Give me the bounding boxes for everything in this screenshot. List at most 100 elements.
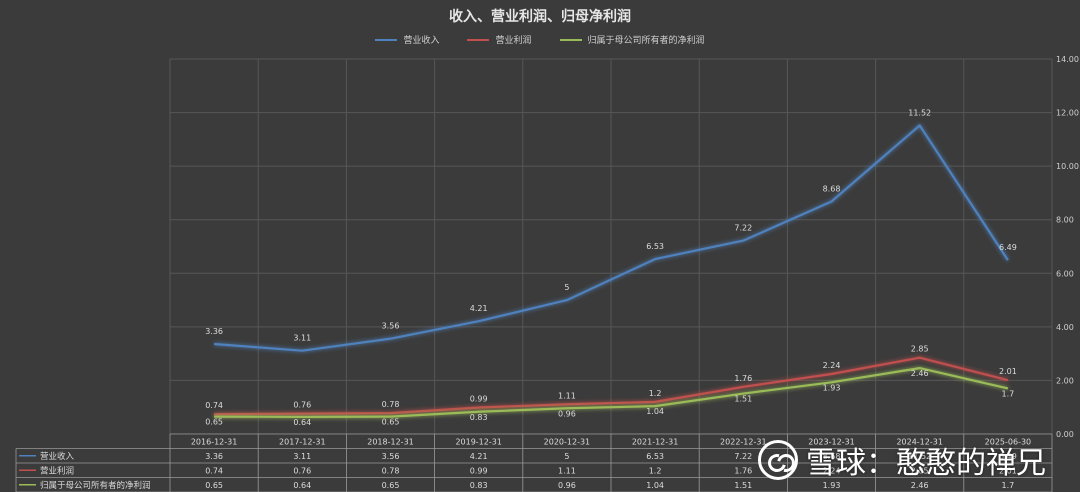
table-cell: 1.7 [1002,481,1015,490]
y-tick-label: 12.00 [1056,109,1079,118]
data-label: 2.85 [911,345,929,354]
data-label: 1.11 [558,391,576,400]
legend-swatch-revenue [375,38,398,41]
data-label: 5 [564,283,569,292]
watermark: 雪球：憨憨的禅兄 [758,438,1046,482]
data-label: 0.78 [382,400,400,409]
table-cell: 0.74 [205,467,223,476]
x-tick-label: 2024-12-31 [896,438,943,447]
data-label: 0.65 [382,418,400,427]
data-label: 0.64 [293,418,311,427]
table-cell: 5 [564,452,569,461]
x-tick-label: 2021-12-31 [632,438,679,447]
y-tick-label: 8.00 [1056,216,1074,225]
y-tick-label: 2.00 [1056,376,1074,385]
table-cell: 0.64 [293,481,311,490]
data-label: 1.51 [734,395,752,404]
data-label: 1.7 [1002,389,1015,398]
data-label: 8.68 [823,185,841,194]
data-label: 0.65 [205,418,223,427]
table-cell: 0.99 [470,467,488,476]
table-cell: 8.68 [823,452,841,461]
data-label: 1.04 [646,407,664,416]
table-series-name: 营业利润 [40,466,74,477]
table-cell: 1.93 [823,481,841,490]
legend-swatch-operating-profit [467,38,490,41]
data-label: 7.22 [734,224,752,233]
y-axis: 0.00 2.00 4.00 6.00 8.00 10.00 12.00 14.00 [1056,55,1079,439]
data-label: 0.83 [470,413,488,422]
data-label: 0.99 [470,394,488,403]
table-cell: 2.46 [911,481,929,490]
y-tick-label: 6.00 [1056,269,1074,278]
x-tick-label: 2017-12-31 [279,438,326,447]
y-tick-label: 14.00 [1056,55,1079,64]
series-2: 0.65 0.64 0.65 0.83 0.96 1.04 1.51 1.93 2.46 1.7 [205,367,1015,427]
legend-label-revenue: 营业收入 [403,36,440,46]
data-label: 3.56 [382,322,400,331]
data-label: 0.76 [293,401,311,410]
data-label: 1.2 [649,389,662,398]
x-tick-label: 2018-12-31 [367,438,414,447]
legend: 营业收入 营业利润 归属于母公司所有者的净利润 [0,33,1080,46]
data-label: 1.93 [823,383,841,392]
legend-item-net-profit: 归属于母公司所有者的净利润 [559,33,705,46]
data-label: 1.76 [734,374,752,383]
table-cell: 0.96 [558,481,576,490]
table-cell: 7.22 [734,452,752,461]
data-label: 2.01 [999,367,1017,376]
gridlines [169,58,1053,435]
data-label: 11.52 [908,108,931,117]
data-label: 6.49 [999,243,1017,252]
legend-item-operating-profit: 营业利润 [467,33,532,46]
table-cell: 3.56 [382,452,400,461]
legend-item-revenue: 营业收入 [375,33,439,46]
series-0: 3.36 3.11 3.56 4.21 5 6.53 7.22 8.68 11.52 6.49 [205,108,1017,352]
data-label: 4.21 [470,304,488,313]
y-tick-label: 10.00 [1056,162,1079,171]
data-label: 3.11 [293,334,311,343]
table-cell: 1.51 [734,481,752,490]
data-label: 0.74 [205,401,223,410]
y-tick-label: 0.00 [1056,430,1074,439]
table-series-name: 营业收入 [40,451,75,462]
table-cell: 0.65 [205,481,223,490]
series-line [214,124,1009,352]
x-tick-label: 2019-12-31 [455,438,502,447]
table-series-name: 归属于母公司所有者的净利润 [40,480,151,491]
data-label: 2.24 [823,361,841,370]
data-label: 0.96 [558,409,576,418]
x-tick-label: 2016-12-31 [191,438,238,447]
table-cell: 0.65 [382,481,400,490]
table-cell: 0.83 [470,481,488,490]
series-line [214,367,1009,418]
table-cell: 4.21 [470,452,488,461]
x-tick-label: 2022-12-31 [720,438,767,447]
table-cell: 6.53 [646,452,664,461]
table-cell: 3.11 [293,452,311,461]
table-cell: 3.36 [205,452,223,461]
x-tick-label: 2020-12-31 [544,438,591,447]
table-cell: 1.2 [649,467,662,476]
x-tick-label: 2023-12-31 [808,438,855,447]
series-line [214,356,1009,416]
table-cell: 1.76 [734,467,752,476]
table-cell: 2.85 [911,467,929,476]
legend-label-operating-profit: 营业利润 [495,36,532,46]
table-cell: 2.24 [823,467,841,476]
data-label: 6.53 [646,242,664,251]
table-cell: 0.78 [382,467,400,476]
table-cell: 0.76 [293,467,311,476]
data-label: 3.36 [205,327,223,336]
legend-label-net-profit: 归属于母公司所有者的净利润 [587,36,705,46]
table-cell: 6.49 [999,452,1017,461]
series-1: 0.74 0.76 0.78 0.99 1.11 1.2 1.76 2.24 2.85 2.01 [205,345,1017,416]
table-cell: 1.11 [558,467,576,476]
data-label: 2.46 [911,369,929,378]
x-tick-label: 2025-06-30 [985,438,1032,447]
table-cell: 1.04 [646,481,664,490]
legend-swatch-net-profit [559,38,582,41]
watermark-text: 雪球：憨憨的禅兄 [806,446,1046,481]
table-cell: 2.01 [999,467,1017,476]
